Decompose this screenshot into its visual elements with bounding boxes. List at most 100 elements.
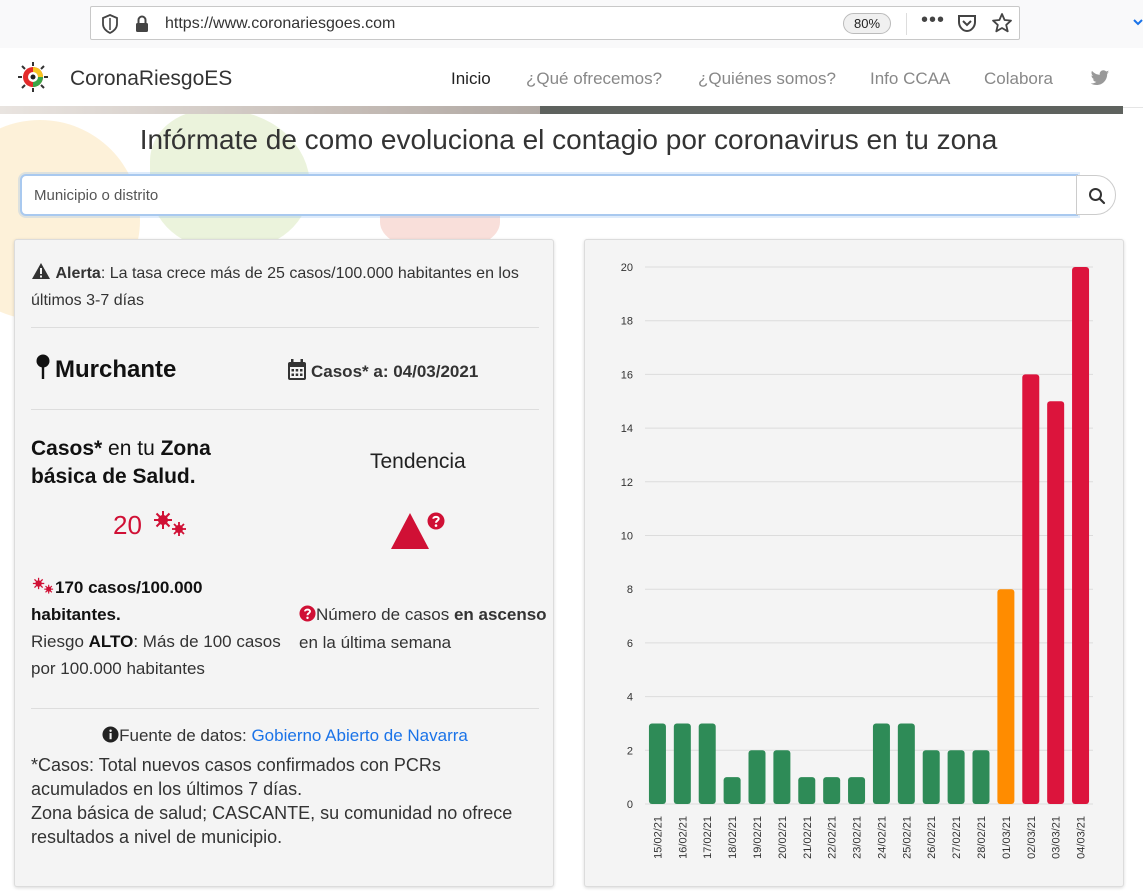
bar[interactable] <box>748 750 766 804</box>
question-circle-icon[interactable] <box>427 512 445 535</box>
date-prefix: Casos* a: <box>311 362 394 381</box>
cases-title-mid: en tu <box>102 437 161 460</box>
cases-count: 20 <box>113 510 142 540</box>
y-tick-label: 18 <box>621 316 633 328</box>
shield-icon[interactable] <box>101 14 119 39</box>
bar[interactable] <box>872 723 890 804</box>
x-tick-label: 19/02/21 <box>752 816 764 859</box>
nav-link-quienes-somos[interactable]: ¿Quiénes somos? <box>698 69 836 88</box>
twitter-icon[interactable] <box>1090 70 1110 92</box>
page-headline: Infórmate de como evoluciona el contagio… <box>139 124 998 155</box>
x-tick-label: 15/02/21 <box>652 816 664 859</box>
search-button[interactable] <box>1076 175 1116 215</box>
nav-link-que-ofrecemos[interactable]: ¿Qué ofrecemos? <box>526 69 663 88</box>
x-tick-label: 26/02/21 <box>926 816 938 859</box>
trend-title: Tendencia <box>370 450 466 473</box>
cases-title-strong: Casos* <box>31 437 103 460</box>
x-tick-label: 21/02/21 <box>802 816 814 859</box>
y-tick-label: 20 <box>621 262 633 274</box>
more-actions-icon[interactable]: ••• <box>921 9 946 31</box>
x-tick-label: 20/02/21 <box>777 816 789 859</box>
bar[interactable] <box>823 777 841 804</box>
cases-date: Casos* a: 04/03/2021 <box>287 359 478 382</box>
trend-description: Número de casos en ascenso en la última … <box>299 601 549 657</box>
divider <box>31 409 539 410</box>
x-tick-label: 22/02/21 <box>827 816 839 859</box>
risk-description: : Más de 100 casos por 100.000 habitante… <box>31 632 281 678</box>
y-tick-label: 8 <box>627 584 633 596</box>
alert-message: Alerta: La tasa crece más de 25 casos/10… <box>31 260 541 314</box>
y-tick-label: 16 <box>621 369 633 381</box>
alert-label: Alerta <box>55 265 101 282</box>
x-tick-label: 18/02/21 <box>727 816 739 859</box>
footnote-cases: *Casos: Total nuevos casos confirmados c… <box>31 755 441 799</box>
risk-prefix: Riesgo <box>31 632 89 651</box>
bar[interactable] <box>648 723 666 804</box>
url-text[interactable]: https://www.coronariesgoes.com <box>165 15 396 32</box>
bar[interactable] <box>972 750 990 804</box>
bookmark-star-icon[interactable] <box>991 12 1013 39</box>
y-tick-label: 10 <box>621 531 633 543</box>
search-icon <box>1089 188 1106 205</box>
overflow-arrow-icon[interactable] <box>1133 14 1143 26</box>
x-tick-label: 02/03/21 <box>1026 816 1038 859</box>
daily-cases-chart: 0 2 4 6 8 10 12 14 16 18 20 15/02/21 16/02/21 17/02/2… <box>621 262 1093 859</box>
trend-desc-1: Número de casos <box>316 605 454 624</box>
zone-info-card: Alerta: La tasa crece más de 25 casos/10… <box>14 239 554 887</box>
bar[interactable] <box>997 589 1015 804</box>
y-tick-label: 6 <box>627 638 633 650</box>
bar[interactable] <box>848 777 866 804</box>
y-tick-label: 2 <box>627 745 633 757</box>
bar[interactable] <box>1072 267 1090 804</box>
x-tick-label: 23/02/21 <box>852 816 864 859</box>
y-tick-label: 14 <box>621 423 633 435</box>
address-bar[interactable]: https://www.coronariesgoes.com 80% ••• <box>90 6 1020 40</box>
cases-title-zone: Zona básica de Salud. <box>31 437 211 488</box>
footnote-zone: Zona básica de salud; CASCANTE, su comun… <box>31 803 513 847</box>
source-link[interactable]: Gobierno Abierto de Navarra <box>251 726 468 745</box>
nav-link-colabora[interactable]: Colabora <box>984 69 1053 88</box>
virus-logo-icon[interactable] <box>16 60 50 99</box>
bar[interactable] <box>1022 374 1040 804</box>
warning-icon <box>32 263 50 279</box>
location-name: Murchante <box>35 354 176 384</box>
bar[interactable] <box>798 777 816 804</box>
brand-name[interactable]: CoronaRiesgoES <box>70 67 233 90</box>
zoom-level-badge[interactable]: 80% <box>843 13 891 34</box>
divider <box>906 13 907 35</box>
bar[interactable] <box>698 723 716 804</box>
site-navbar: CoronaRiesgoES Inicio ¿Qué ofrecemos? ¿Q… <box>0 48 1143 108</box>
x-tick-label: 27/02/21 <box>951 816 963 859</box>
x-tick-label: 25/02/21 <box>901 816 913 859</box>
bar[interactable] <box>1047 401 1065 804</box>
date-value: 04/03/2021 <box>393 362 479 381</box>
trend-desc-3: en la última semana <box>299 633 452 652</box>
x-tick-label: 16/02/21 <box>677 816 689 859</box>
y-tick-label: 0 <box>627 799 633 811</box>
cases-title: Casos* en tu Zona básica de Salud. <box>31 435 251 491</box>
divider <box>31 708 539 709</box>
bar[interactable] <box>773 750 791 804</box>
bar[interactable] <box>947 750 965 804</box>
alert-text: : La tasa crece más de 25 casos/100.000 … <box>31 265 519 309</box>
bar[interactable] <box>673 723 691 804</box>
bar[interactable] <box>922 750 940 804</box>
nav-link-inicio[interactable]: Inicio <box>451 69 491 88</box>
nav-link-info-ccaa[interactable]: Info CCAA <box>870 69 951 88</box>
map-pin-icon <box>36 354 50 379</box>
risk-level: ALTO <box>88 632 134 651</box>
rate-value: 170 casos/100.000 habitantes. <box>31 578 203 624</box>
bar[interactable] <box>897 723 915 804</box>
trend-up-icon <box>390 512 430 555</box>
browser-toolbar: https://www.coronariesgoes.com 80% ••• <box>0 0 1143 48</box>
bar[interactable] <box>723 777 741 804</box>
pocket-icon[interactable] <box>957 13 977 38</box>
incidence-rate: 170 casos/100.000 habitantes. Riesgo ALT… <box>31 574 291 682</box>
search-input[interactable] <box>20 174 1078 216</box>
search-bar <box>20 174 1118 216</box>
source-prefix: Fuente de datos: <box>119 726 252 745</box>
lock-icon[interactable] <box>135 15 149 38</box>
trend-desc-strong: en ascenso <box>453 605 547 624</box>
y-tick-label: 12 <box>621 477 633 489</box>
x-tick-label: 03/03/21 <box>1051 816 1063 859</box>
